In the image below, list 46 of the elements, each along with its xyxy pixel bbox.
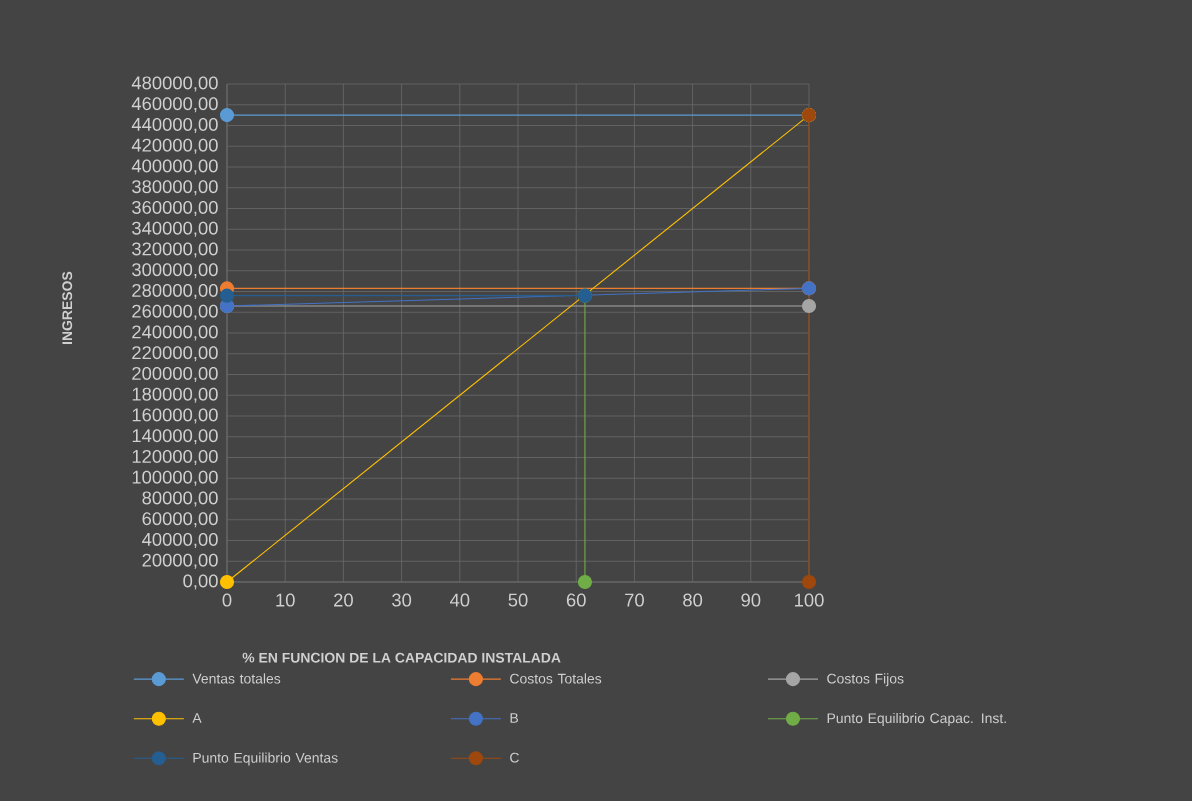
y-tick-label: 400000,00 xyxy=(131,159,218,175)
x-tick-label: 0 xyxy=(222,593,232,607)
y-tick-label: 60000,00 xyxy=(142,512,218,528)
y-tick-label: 80000,00 xyxy=(142,491,218,507)
y-tick-label: 280000,00 xyxy=(132,283,218,300)
y-tick-label: 100000,00 xyxy=(132,470,218,486)
legend-label: Ventas totales xyxy=(192,673,281,684)
legend-label: Costos Fijos xyxy=(827,673,904,687)
x-tick-label: 50 xyxy=(508,593,528,607)
y-tick-label: 0,00 xyxy=(183,574,218,590)
y-tick-label: 40000,00 xyxy=(142,532,218,549)
y-tick-label: 460000,00 xyxy=(131,97,218,113)
legend-label: C xyxy=(510,752,519,763)
y-tick-label: 260000,00 xyxy=(132,304,218,320)
y-tick-label: 180000,00 xyxy=(132,387,218,403)
y-tick-label: 200000,00 xyxy=(132,366,218,383)
y-tick-label: 240000,00 xyxy=(132,325,218,341)
x-axis-title: % EN FUNCION DE LA CAPACIDAD INSTALADA xyxy=(242,652,561,663)
y-tick-label: 480000,00 xyxy=(131,76,218,92)
y-tick-label: 320000,00 xyxy=(132,242,218,258)
x-tick-label: 80 xyxy=(683,593,703,607)
legend-label: A xyxy=(192,713,202,723)
y-tick-label: 140000,00 xyxy=(132,429,218,445)
legend-label: B xyxy=(510,713,519,723)
x-tick-label: 40 xyxy=(449,593,470,607)
x-tick-label: 10 xyxy=(276,593,295,607)
y-tick-label: 340000,00 xyxy=(132,221,218,237)
y-tick-label: 220000,00 xyxy=(132,346,218,362)
y-tick-label: 380000,00 xyxy=(132,180,218,196)
legend-label: Punto Equilibrio Capac. Inst. xyxy=(827,712,1006,726)
x-tick-label: 70 xyxy=(625,593,644,607)
x-tick-label: 100 xyxy=(795,593,824,607)
x-tick-label: 60 xyxy=(566,593,586,607)
y-tick-label: 300000,00 xyxy=(132,263,218,279)
y-tick-label: 160000,00 xyxy=(132,408,218,424)
legend-label: Punto Equilibrio Ventas xyxy=(193,752,338,766)
legend-label: Costos Totales xyxy=(510,673,602,684)
y-tick-label: 360000,00 xyxy=(132,200,218,217)
y-tick-label: 420000,00 xyxy=(131,138,218,154)
x-tick-label: 30 xyxy=(392,593,412,607)
y-tick-label: 20000,00 xyxy=(142,553,218,569)
y-tick-label: 120000,00 xyxy=(132,449,218,466)
y-axis-title: INGRESOS xyxy=(62,271,73,344)
x-tick-label: 90 xyxy=(741,593,761,607)
x-tick-label: 20 xyxy=(334,593,353,607)
y-tick-label: 440000,00 xyxy=(131,117,218,134)
